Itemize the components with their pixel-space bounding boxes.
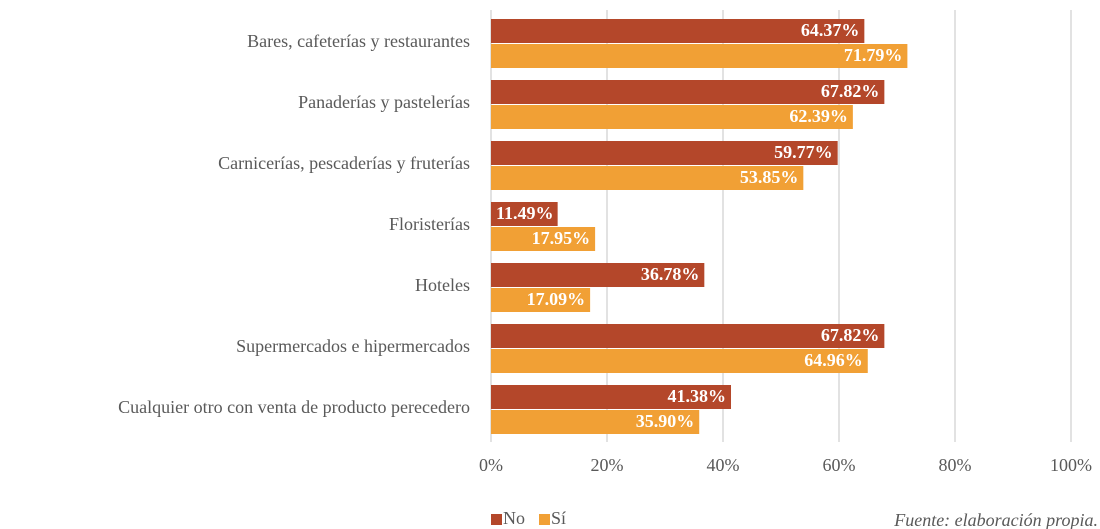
value-label: 59.77%: [774, 142, 833, 162]
source-note: Fuente: elaboración propia.: [893, 510, 1098, 529]
bar: [491, 385, 732, 409]
x-tick-label: 60%: [823, 455, 856, 475]
value-label: 64.37%: [801, 20, 860, 40]
value-label: 67.82%: [821, 325, 880, 345]
value-label: 36.78%: [641, 264, 700, 284]
legend-label: Sí: [551, 508, 566, 528]
bar: [491, 410, 700, 434]
y-tick-label: Hoteles: [415, 275, 470, 295]
x-tick-label: 80%: [939, 455, 972, 475]
y-tick-label: Panaderías y pastelerías: [298, 92, 470, 112]
value-label: 67.82%: [821, 81, 880, 101]
value-label: 41.38%: [668, 386, 727, 406]
bar: [491, 80, 885, 104]
x-tick-label: 100%: [1050, 455, 1092, 475]
legend-swatch: [491, 514, 502, 525]
y-tick-label: Cualquier otro con venta de producto per…: [118, 397, 470, 417]
bar: [491, 19, 865, 43]
value-label: 11.49%: [496, 203, 554, 223]
value-label: 53.85%: [740, 167, 799, 187]
bar: [491, 202, 558, 226]
value-label: 17.09%: [527, 289, 586, 309]
value-label: 71.79%: [844, 45, 903, 65]
value-label: 17.95%: [532, 228, 591, 248]
bar: [491, 166, 804, 190]
legend-label: No: [503, 508, 525, 528]
bar: [491, 141, 838, 165]
bar: [491, 263, 705, 287]
bar: [491, 227, 596, 251]
y-tick-label: Floristerías: [389, 214, 470, 234]
legend-swatch: [539, 514, 550, 525]
value-label: 35.90%: [636, 411, 695, 431]
bar: [491, 349, 868, 373]
bar: [491, 288, 591, 312]
bar: [491, 44, 908, 68]
y-tick-label: Carnicerías, pescaderías y fruterías: [218, 153, 470, 173]
x-tick-label: 40%: [707, 455, 740, 475]
x-tick-label: 0%: [479, 455, 503, 475]
value-label: 62.39%: [789, 106, 848, 126]
bar: [491, 324, 885, 348]
x-tick-label: 20%: [591, 455, 624, 475]
y-tick-label: Supermercados e hipermercados: [236, 336, 470, 356]
y-tick-label: Bares, cafeterías y restaurantes: [247, 31, 470, 51]
bar: [491, 105, 853, 129]
value-label: 64.96%: [804, 350, 863, 370]
